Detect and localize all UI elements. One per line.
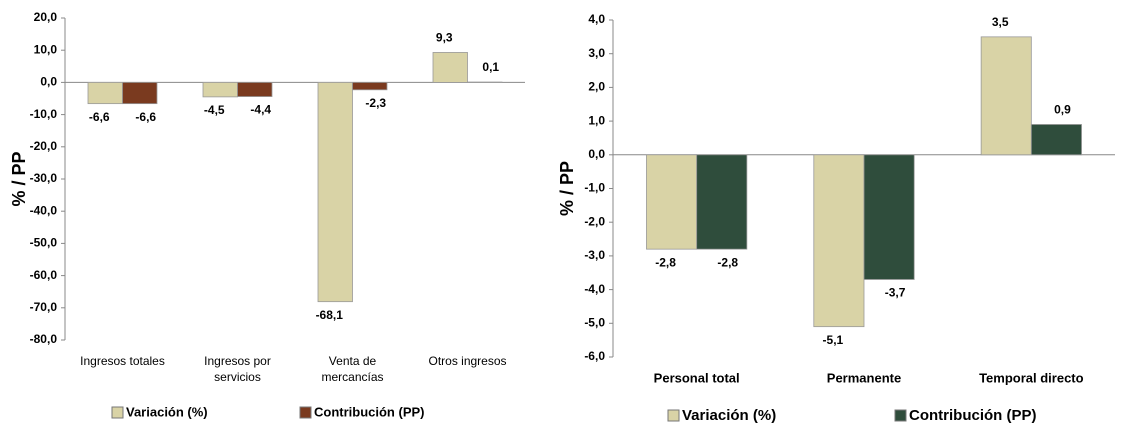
bar [87,82,123,105]
data-label: -3,7 [885,286,906,300]
bar [696,154,748,250]
data-label: 0,9 [1054,103,1071,117]
bar [237,82,273,97]
bar [352,82,388,91]
bar [863,154,915,280]
legend-label: Variación (%) [682,407,776,424]
data-label: -5,1 [823,333,844,347]
x-tick-label: Ingresos por servicios [204,354,271,384]
y-tick-label: 1,0 [588,113,605,127]
bar [1030,124,1082,156]
data-label: -2,8 [717,255,738,269]
x-tick-label: Permanente [827,370,901,385]
legend-swatch [894,409,907,422]
y-tick-label: -2,0 [584,214,605,228]
legend-swatch [667,409,680,422]
y-tick-label: 0,0 [40,75,57,89]
data-label: -2,3 [365,96,386,110]
y-tick-label: -20,0 [30,139,58,153]
y-tick-label: 0,0 [588,147,605,161]
bar [646,154,698,250]
x-tick-label: Venta de mercancías [321,354,383,384]
y-tick-label: -4,0 [584,282,605,296]
bar [980,36,1032,156]
data-label: -6,6 [135,110,156,124]
y-axis-label: % / PP [9,151,29,206]
x-tick-label: Temporal directo [979,370,1084,385]
bar [202,82,238,98]
y-tick-label: -70,0 [30,300,58,314]
legend-swatch [299,406,312,419]
data-label: 3,5 [992,15,1009,29]
legend-label: Contribución (PP) [909,407,1037,424]
y-tick-label: -3,0 [584,248,605,262]
x-tick-label: Personal total [654,370,740,385]
y-tick-label: 2,0 [588,80,605,94]
data-label: 0,1 [482,60,499,74]
bar [432,52,468,83]
y-tick-label: -30,0 [30,171,58,185]
legend-label: Contribución (PP) [314,404,425,419]
y-tick-label: 20,0 [34,10,58,24]
data-label: -68,1 [316,308,344,322]
y-tick-label: -60,0 [30,268,58,282]
y-tick-label: -1,0 [584,181,605,195]
data-label: -4,5 [204,103,225,117]
data-label: -2,8 [655,255,676,269]
y-tick-label: -6,0 [584,349,605,363]
data-label: -4,4 [250,103,271,117]
bar [813,154,865,328]
x-tick-label: Otros ingresos [428,354,506,368]
y-tick-label: 4,0 [588,12,605,26]
legend-label: Variación (%) [126,404,208,419]
legend-swatch [111,406,124,419]
y-tick-label: -10,0 [30,107,58,121]
y-tick-label: -80,0 [30,332,58,346]
bar [317,82,353,303]
y-tick-label: -40,0 [30,203,58,217]
data-label: -6,6 [89,110,110,124]
y-tick-label: 10,0 [34,42,58,56]
y-tick-label: -50,0 [30,236,58,250]
y-tick-label: 3,0 [588,46,605,60]
y-tick-label: -5,0 [584,315,605,329]
x-tick-label: Ingresos totales [80,354,165,368]
bar [122,82,158,105]
y-axis-label: % / PP [557,161,577,216]
data-label: 9,3 [436,31,453,45]
